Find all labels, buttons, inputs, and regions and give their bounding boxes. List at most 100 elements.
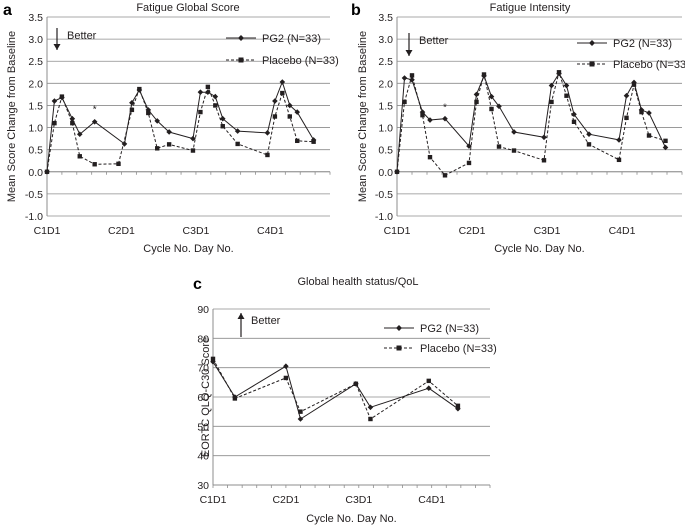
y-tick-label-b: 1.5 — [378, 100, 393, 112]
x-tick-label-b: C3D1 — [534, 225, 561, 237]
data-point-placebo-a — [272, 114, 278, 119]
y-tick-label-a: 1.5 — [28, 100, 43, 112]
data-point-placebo-a — [295, 138, 300, 144]
series-line-placebo-c — [212, 358, 459, 420]
y-tick-label-b: 3.0 — [378, 34, 393, 46]
x-tick-label-a: C2D1 — [108, 225, 135, 237]
x-tick-label-b: C2D1 — [459, 225, 486, 237]
x-tick-label-c: C3D1 — [345, 494, 372, 506]
data-point-placebo-b — [556, 70, 562, 75]
data-point-pg2-b — [442, 115, 448, 122]
data-point-placebo-a — [116, 161, 121, 167]
data-point-placebo-b — [646, 133, 652, 138]
data-point-pg2-b — [496, 103, 502, 110]
chart-title-a: Fatigue Global Score — [136, 2, 239, 14]
legend-entry-b: Placebo (N=33) — [613, 59, 685, 71]
data-point-placebo-b — [496, 144, 502, 149]
data-point-placebo-a — [137, 86, 142, 92]
better-arrow-head-c — [237, 313, 245, 319]
data-point-pg2-a — [294, 109, 301, 115]
data-point-pg2-a — [154, 118, 161, 124]
data-point-placebo-c — [283, 375, 289, 381]
data-point-pg2-a — [190, 135, 196, 142]
y-tick-label-a: 1.0 — [28, 123, 43, 135]
y-tick-label-b: 3.5 — [378, 12, 393, 24]
y-axis-label-c: EORTC QLQ-C30 Score — [200, 337, 212, 457]
data-point-placebo-a — [92, 162, 97, 167]
y-tick-label-a: 2.5 — [28, 56, 43, 68]
data-point-pg2-a — [197, 89, 204, 95]
x-tick-label-c: C4D1 — [418, 494, 445, 506]
y-tick-label-b: 1.0 — [378, 123, 393, 135]
data-point-placebo-b — [586, 142, 592, 147]
data-point-pg2-b — [623, 92, 630, 99]
legend-marker-b — [589, 61, 595, 67]
better-label-c: Better — [251, 315, 281, 327]
data-point-placebo-a — [205, 84, 211, 90]
data-point-placebo-c — [368, 416, 373, 422]
series-line-pg2-c — [212, 361, 459, 420]
data-point-pg2-a — [212, 93, 219, 100]
chart-fatigue-intensity: Fatigue Intensity Cycle No. Day No. Mean S… — [357, 2, 685, 255]
data-point-placebo-a — [213, 103, 218, 108]
data-point-placebo-a — [70, 120, 75, 126]
series-line-pg2-a — [46, 80, 315, 172]
data-point-pg2-b — [473, 91, 480, 98]
data-point-placebo-c — [210, 356, 216, 362]
y-tick-label-a: 3.0 — [28, 34, 43, 46]
data-point-placebo-b — [420, 112, 425, 118]
data-point-placebo-a — [311, 139, 316, 144]
data-point-pg2-a — [76, 131, 83, 137]
data-point-pg2-b — [571, 111, 577, 118]
data-point-pg2-a — [264, 130, 271, 136]
y-tick-label-b: 0.5 — [378, 145, 393, 157]
series-line-placebo-a — [46, 85, 314, 172]
data-point-pg2-b — [466, 143, 472, 149]
data-point-placebo-c — [455, 403, 461, 408]
data-point-pg2-b — [488, 93, 495, 100]
data-point-placebo-b — [631, 82, 637, 87]
data-point-pg2-b — [511, 129, 517, 135]
data-point-pg2-b — [586, 131, 592, 137]
data-point-pg2-a — [51, 98, 58, 104]
y-tick-label-b: -0.5 — [375, 189, 393, 201]
legend-entry-c: Placebo (N=33) — [420, 343, 497, 355]
data-point-pg2-a — [219, 115, 226, 122]
data-point-placebo-b — [571, 119, 577, 125]
data-point-pg2-b — [541, 134, 547, 141]
better-arrow-head-b — [405, 50, 413, 56]
data-point-placebo-b — [481, 72, 487, 77]
data-point-placebo-a — [155, 146, 160, 151]
data-point-placebo-b — [663, 138, 668, 144]
y-tick-label-a: 2.0 — [28, 78, 43, 90]
data-point-pg2-b — [401, 75, 408, 81]
y-tick-label-b: 2.5 — [378, 56, 393, 68]
y-tick-label-b: -1.0 — [375, 211, 393, 223]
data-point-pg2-b — [631, 79, 637, 86]
data-point-pg2-b — [662, 144, 669, 151]
chart-title-c: Global health status/QoL — [297, 276, 418, 288]
data-point-pg2-a — [279, 79, 286, 85]
data-point-placebo-b — [402, 99, 407, 105]
legend-marker-c — [396, 325, 402, 331]
y-tick-label-c: 70 — [197, 363, 209, 375]
data-point-pg2-b — [563, 82, 570, 89]
data-point-placebo-a — [265, 152, 270, 158]
data-point-placebo-b — [541, 158, 547, 163]
y-tick-label-c: 50 — [197, 421, 209, 433]
panel-label-c: c — [193, 276, 202, 293]
data-point-pg2-a — [166, 129, 172, 135]
data-point-pg2-c — [367, 404, 374, 411]
data-point-pg2-b — [646, 110, 652, 116]
better-label-a: Better — [67, 30, 97, 42]
x-axis-label-c: Cycle No. Day No. — [306, 513, 396, 525]
series-line-placebo-b — [396, 70, 666, 176]
y-tick-label-c: 90 — [197, 304, 209, 316]
x-tick-label-b: C1D1 — [384, 225, 411, 237]
better-arrow-head-a — [53, 44, 61, 50]
y-tick-label-a: 0.5 — [28, 145, 43, 157]
data-point-placebo-a — [77, 154, 82, 159]
panel-label-b: b — [351, 2, 361, 19]
data-point-placebo-b — [394, 169, 400, 174]
